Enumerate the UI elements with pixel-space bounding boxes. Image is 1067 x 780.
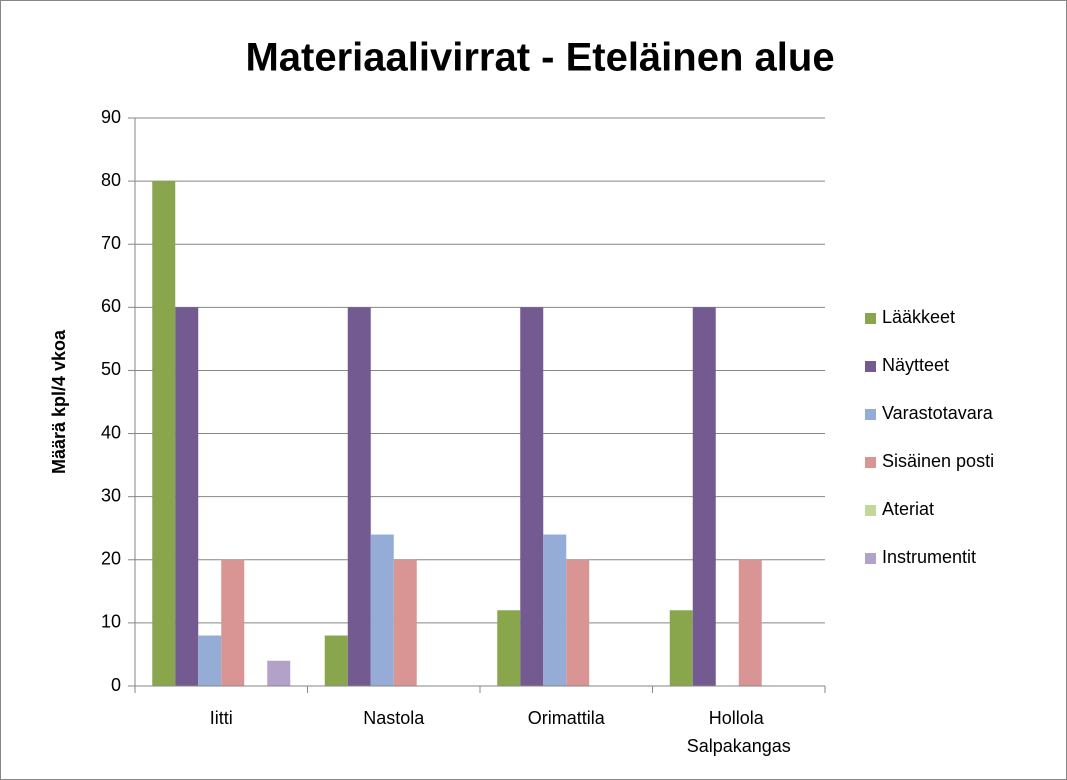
legend-label: Sisäinen posti [882, 451, 994, 471]
bar [520, 307, 544, 686]
legend-label: Näytteet [882, 355, 949, 375]
bar [152, 181, 176, 686]
x-tick-label: Nastola [363, 708, 425, 728]
bar [267, 660, 291, 686]
legend-label: Varastotavara [882, 403, 994, 423]
bar [198, 635, 222, 686]
y-axis-label: Määrä kpl/4 vkoa [49, 329, 69, 474]
y-tick-label: 10 [101, 612, 121, 632]
y-tick-label: 80 [101, 170, 121, 190]
legend-swatch [865, 457, 876, 468]
bar [347, 307, 371, 686]
bar [692, 307, 716, 686]
bar [393, 559, 417, 686]
legend-swatch [865, 313, 876, 324]
chart-title: Materiaalivirrat - Eteläinen alue [245, 36, 834, 80]
y-tick-label: 90 [101, 107, 121, 127]
legend-label: Ateriat [882, 499, 934, 519]
bar [324, 635, 348, 686]
y-tick-label: 50 [101, 359, 121, 379]
y-tick-label: 30 [101, 485, 121, 505]
bar [497, 610, 521, 686]
legend-swatch [865, 409, 876, 420]
bar [221, 559, 245, 686]
bar [566, 559, 590, 686]
x-tick-label: Hollola Salpakangas [687, 708, 791, 756]
legend-label: Lääkkeet [882, 307, 955, 327]
y-tick-label: 70 [101, 233, 121, 253]
y-tick-label: 40 [101, 422, 121, 442]
bar [370, 534, 394, 686]
legend-swatch [865, 361, 876, 372]
legend-swatch [865, 553, 876, 564]
legend-swatch [865, 505, 876, 516]
bar [543, 534, 567, 686]
y-tick-label: 20 [101, 549, 121, 569]
y-tick-label: 60 [101, 296, 121, 316]
x-tick-label: Orimattila [528, 708, 606, 728]
legend-label: Instrumentit [882, 547, 976, 567]
bar [738, 559, 762, 686]
bar [175, 307, 199, 686]
bar [669, 610, 693, 686]
y-tick-label: 0 [111, 675, 121, 695]
x-tick-label: Iitti [210, 708, 233, 728]
